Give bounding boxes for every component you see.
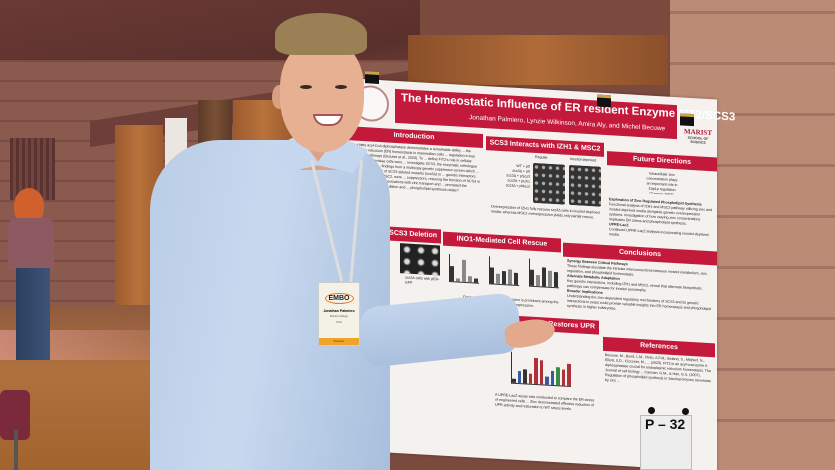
name-badge: EMBO Jonathan Palmiero Marist College US…: [318, 282, 360, 346]
spot-assay-inositol: [569, 164, 601, 207]
face: [280, 40, 364, 152]
badge-role-strip: Presenter: [319, 338, 359, 345]
section-heading-future: Future Directions: [607, 151, 717, 172]
badge-organization: Marist College: [330, 314, 348, 318]
board-number: P – 32: [645, 416, 686, 432]
references-text: Becuwe, M., Bond, L.M., Pinto, A.F.M., B…: [605, 352, 712, 384]
badge-country: USA: [336, 320, 342, 324]
binder-clip: [597, 94, 611, 108]
hair: [275, 13, 367, 55]
background-attendee: [6, 188, 58, 368]
embo-logo: EMBO: [324, 293, 354, 304]
future-directions-text: Exploration of Zinc Regulated Phospholip…: [609, 197, 713, 237]
binder-clip: [680, 113, 694, 127]
presenter: EMBO Jonathan Palmiero Marist College US…: [150, 10, 557, 470]
institution-logo: MARIST SCHOOL OF SCIENCE: [683, 127, 712, 145]
poster-board-stand: [640, 415, 692, 470]
badge-name: Jonathan Palmiero: [323, 309, 355, 313]
wooden-panel: [408, 35, 668, 85]
